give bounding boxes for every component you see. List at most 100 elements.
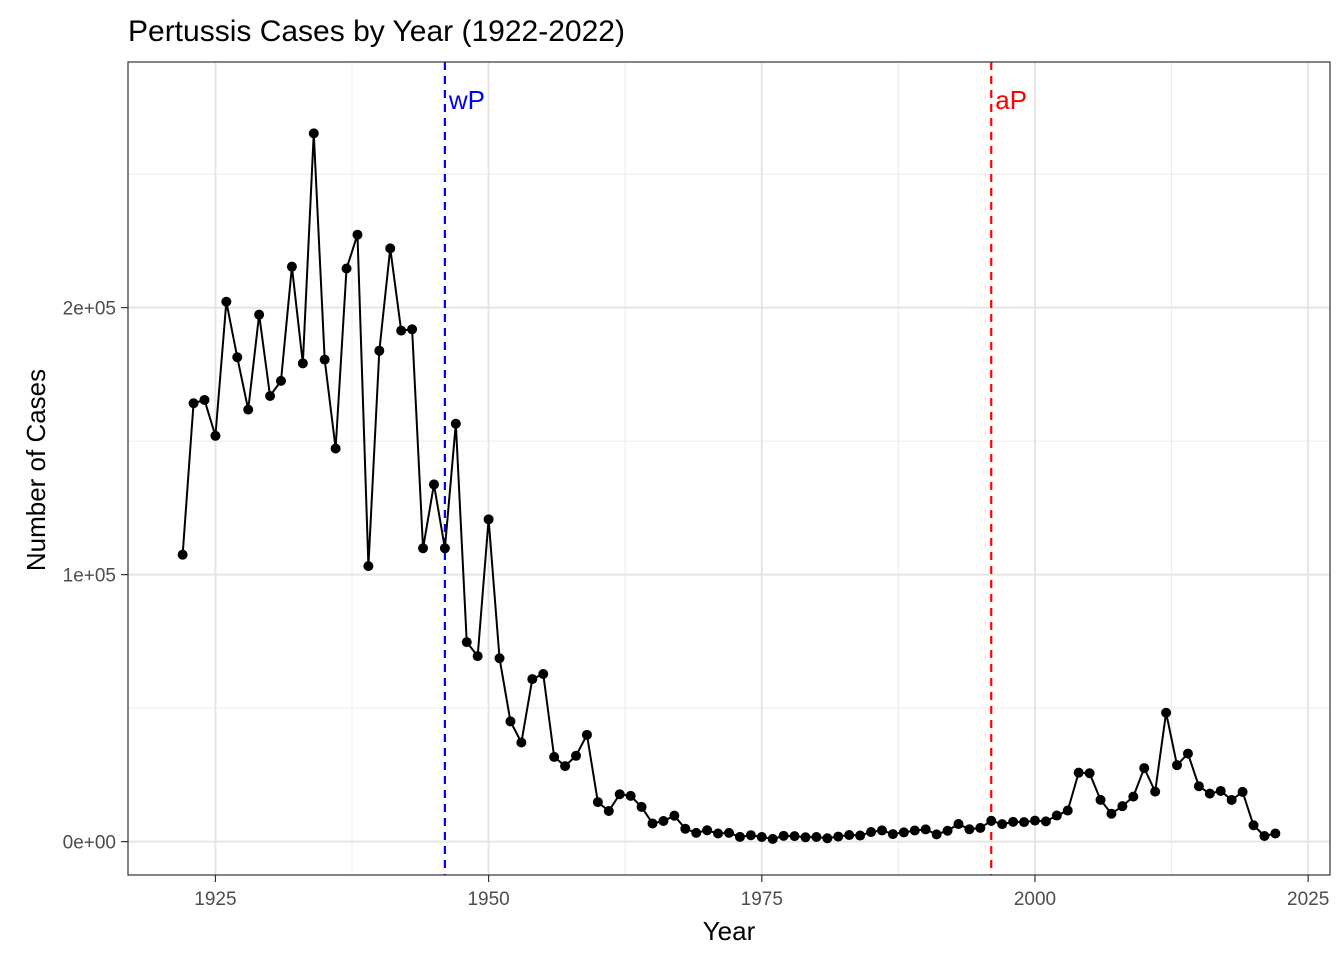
y-tick-label: 0e+00	[63, 833, 116, 854]
data-point	[778, 830, 789, 841]
data-point	[308, 128, 319, 139]
data-point	[614, 789, 625, 800]
data-point	[1062, 805, 1073, 816]
x-tick-label: 1925	[194, 889, 236, 910]
data-point	[1237, 786, 1248, 797]
data-point	[265, 390, 276, 401]
data-point	[210, 430, 221, 441]
reference-lines: wP aP	[443, 62, 1027, 875]
data-point	[571, 750, 582, 761]
x-tick-label: 2025	[1287, 889, 1329, 910]
data-point	[461, 637, 472, 648]
y-tick-label: 2e+05	[63, 299, 116, 320]
data-point	[997, 819, 1008, 830]
data-point	[713, 828, 724, 839]
data-point	[724, 827, 734, 838]
data-point	[1182, 748, 1193, 759]
plot-border	[127, 61, 1331, 876]
data-point	[352, 229, 363, 240]
data-point	[341, 263, 352, 274]
data-point	[756, 831, 767, 842]
data-point	[396, 325, 407, 336]
y-tick-label: 1e+05	[63, 566, 116, 587]
data-point	[964, 824, 975, 835]
data-point	[931, 829, 942, 840]
data-point	[1248, 820, 1259, 831]
data-point	[909, 825, 920, 836]
data-point	[418, 543, 429, 554]
data-point	[1193, 781, 1204, 792]
x-tick-label: 2000	[1014, 889, 1056, 910]
data-point	[516, 737, 527, 748]
data-point	[975, 822, 986, 833]
data-point	[483, 514, 494, 525]
reference-line-label-aP: aP	[995, 85, 1027, 115]
data-point	[385, 243, 396, 254]
data-point	[1215, 785, 1226, 796]
data-point	[876, 825, 887, 836]
data-point	[232, 352, 243, 363]
data-point	[221, 296, 232, 307]
plot-background	[128, 62, 1330, 875]
data-point	[603, 806, 614, 817]
data-point	[855, 830, 866, 841]
data-point	[822, 833, 833, 844]
data-point	[188, 398, 199, 409]
data-point	[1095, 794, 1106, 805]
data-point	[1008, 816, 1019, 827]
data-point	[669, 810, 680, 821]
data-point	[494, 653, 505, 664]
data-point	[439, 543, 450, 554]
x-tick-label: 1950	[467, 889, 509, 910]
data-point	[363, 561, 374, 572]
data-point	[505, 716, 516, 727]
data-point	[1204, 788, 1215, 799]
data-point	[592, 797, 603, 808]
data-point	[887, 829, 898, 840]
data-point	[800, 832, 811, 843]
data-point	[1084, 768, 1095, 779]
data-point	[1019, 817, 1030, 828]
data-point	[866, 827, 877, 838]
data-point	[581, 729, 592, 740]
data-point	[450, 418, 461, 429]
data-point	[789, 831, 800, 842]
data-point	[286, 261, 297, 272]
data-point	[702, 825, 713, 836]
y-axis: 0e+00 1e+05 2e+05	[63, 299, 128, 854]
data-point	[1040, 816, 1051, 827]
y-axis-title: Number of Cases	[21, 369, 51, 571]
data-point	[647, 818, 658, 829]
data-point	[625, 790, 636, 801]
plot-panel: wP aP	[127, 61, 1331, 876]
data-point	[254, 309, 265, 320]
data-point	[472, 651, 483, 662]
data-point	[767, 833, 778, 844]
data-point	[1226, 794, 1237, 805]
x-axis: 1925 1950 1975 2000 2025	[194, 875, 1329, 910]
data-point	[1172, 760, 1183, 771]
data-point	[1259, 830, 1270, 841]
data-point	[745, 830, 756, 841]
chart-title: Pertussis Cases by Year (1922-2022)	[128, 15, 625, 48]
data-point	[691, 827, 702, 838]
data-point	[833, 831, 844, 842]
data-point	[1139, 763, 1150, 774]
data-point	[734, 831, 745, 842]
data-point	[1150, 786, 1161, 797]
data-point	[953, 819, 964, 830]
data-point	[374, 345, 385, 356]
data-point	[330, 443, 341, 454]
data-point	[407, 324, 418, 335]
x-axis-title: Year	[703, 916, 756, 946]
data-point	[243, 404, 254, 415]
data-point	[1270, 828, 1281, 839]
data-point	[658, 816, 669, 827]
data-point	[1117, 801, 1128, 812]
data-point	[275, 375, 286, 386]
data-point	[1051, 810, 1062, 821]
data-point	[319, 354, 330, 365]
data-point	[898, 827, 909, 838]
x-tick-label: 1975	[741, 889, 783, 910]
